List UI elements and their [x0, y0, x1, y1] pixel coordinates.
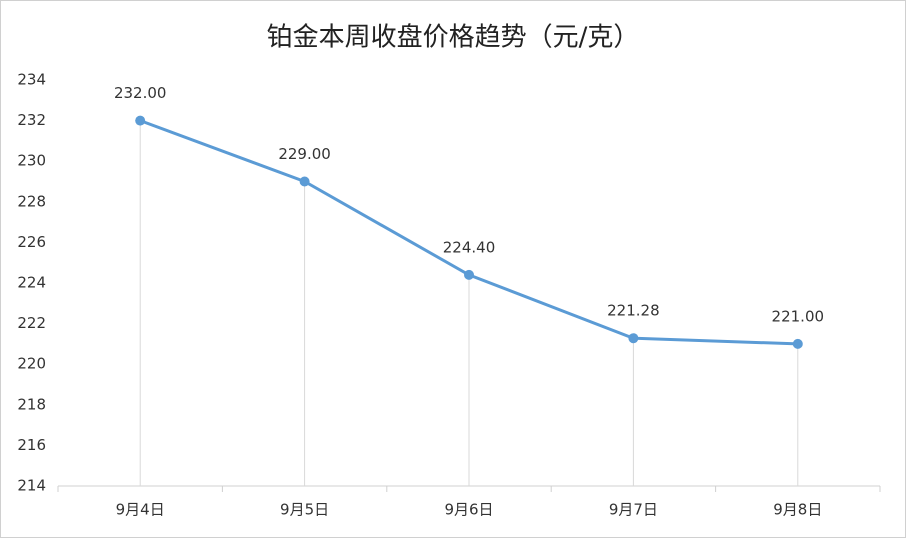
data-point [299, 176, 310, 187]
data-label: 224.40 [443, 238, 496, 256]
data-point [135, 115, 146, 126]
x-tick-label: 9月7日 [609, 501, 658, 519]
data-point [792, 338, 803, 349]
data-label: 229.00 [278, 145, 331, 163]
y-tick-label: 232 [17, 111, 46, 129]
y-tick-label: 222 [17, 314, 46, 332]
y-tick-label: 234 [17, 71, 46, 89]
y-tick-label: 214 [17, 477, 46, 495]
y-tick-label: 216 [17, 436, 46, 454]
data-label: 221.00 [772, 307, 825, 325]
y-tick-label: 230 [17, 152, 46, 170]
x-tick-label: 9月4日 [116, 501, 165, 519]
y-tick-label: 226 [17, 233, 46, 251]
data-label: 221.28 [607, 302, 660, 320]
data-point [464, 269, 474, 280]
y-tick-label: 220 [17, 355, 46, 373]
data-label: 232.00 [114, 84, 167, 102]
chart-title: 铂金本周收盘价格趋势（元/克） [267, 23, 640, 53]
y-tick-label: 224 [17, 274, 46, 292]
x-tick-label: 9月8日 [773, 501, 822, 519]
y-tick-label: 228 [17, 192, 46, 210]
y-tick-label: 218 [17, 395, 46, 413]
data-point [628, 333, 639, 344]
x-tick-label: 9月6日 [444, 501, 493, 519]
x-tick-label: 9月5日 [280, 501, 329, 519]
